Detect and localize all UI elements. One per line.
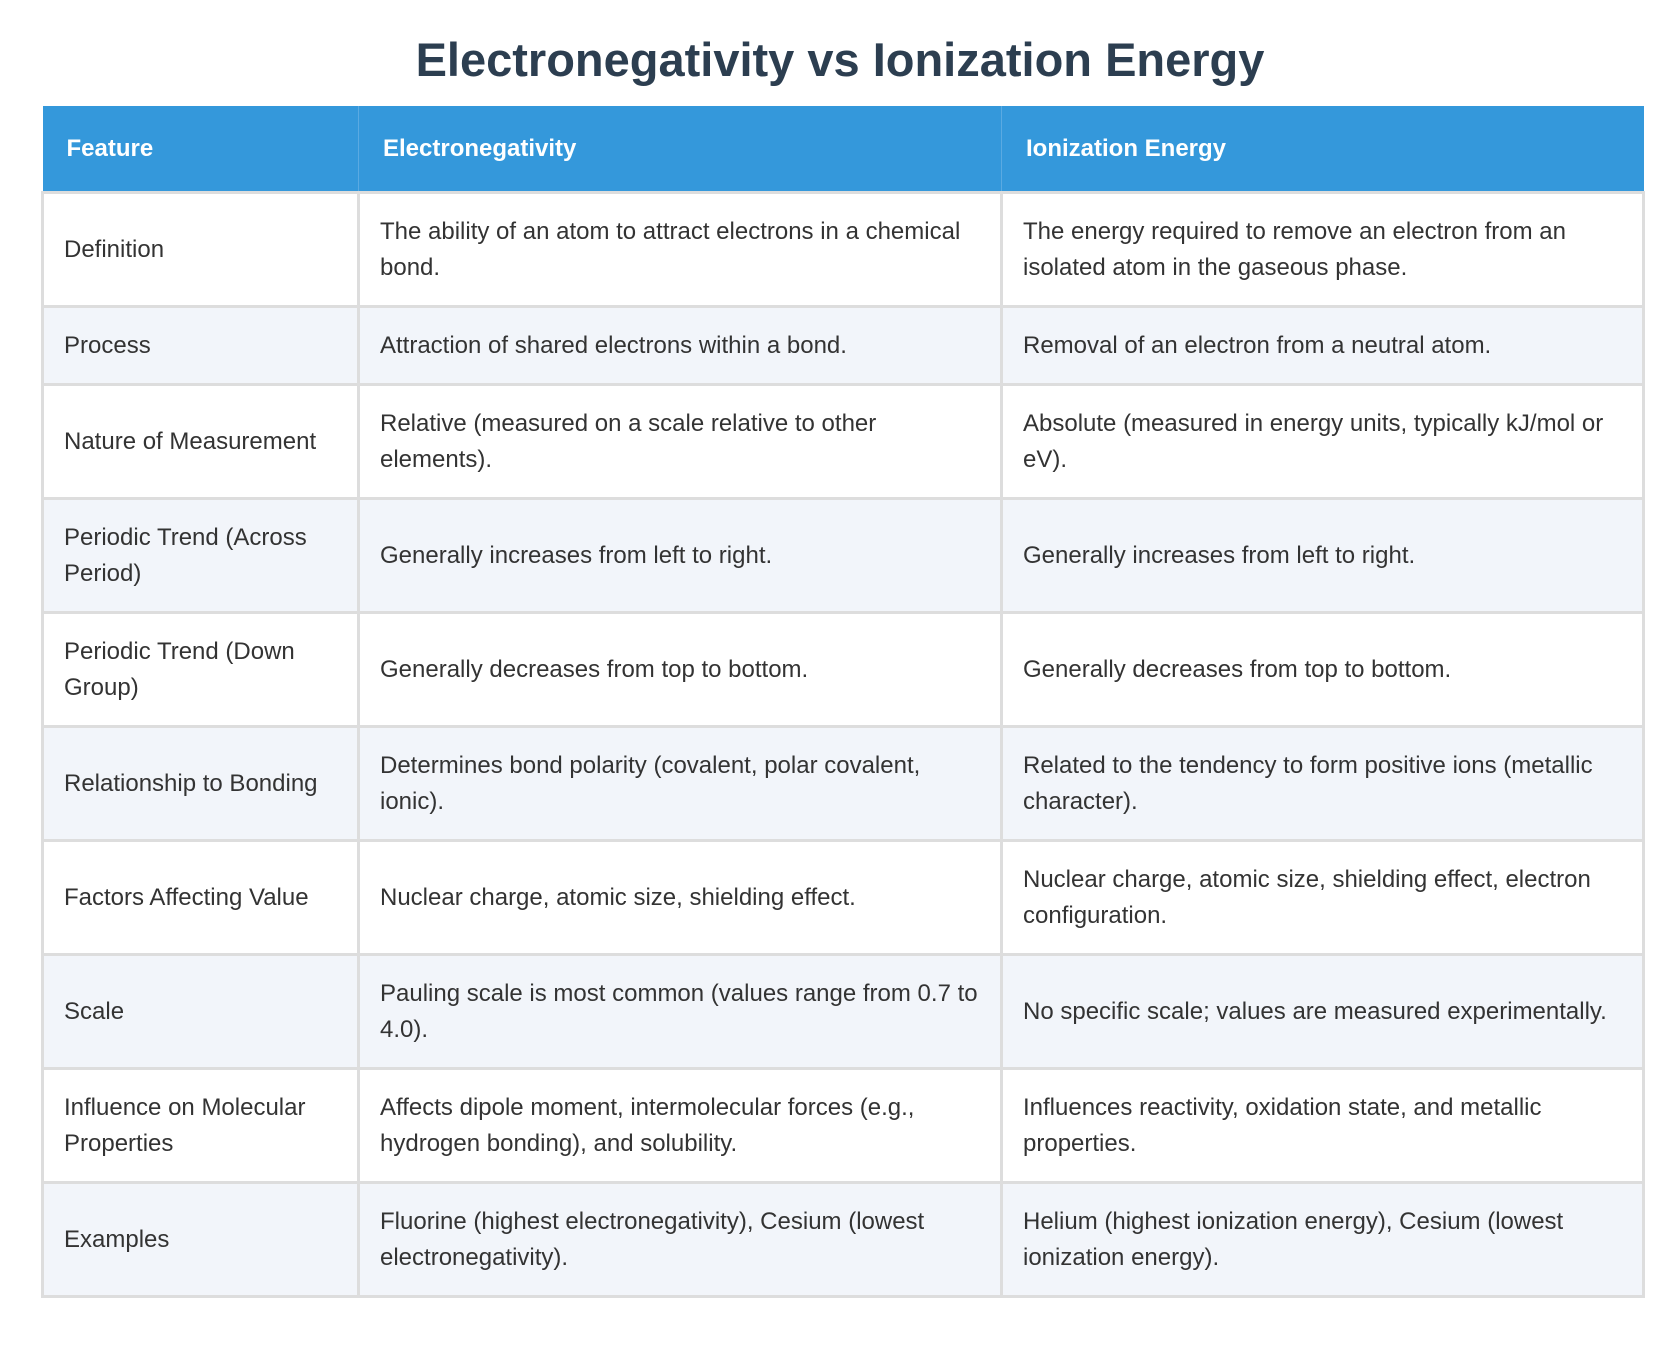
electronegativity-cell: Affects dipole moment, intermolecular fo… xyxy=(357,1067,1003,1184)
table-row: Examples Fluorine (highest electronegativ… xyxy=(41,1181,1645,1298)
electronegativity-cell: Fluorine (highest electronegativity), Ce… xyxy=(357,1181,1003,1298)
feature-cell: Process xyxy=(41,305,360,386)
page-title: Electronegativity vs Ionization Energy xyxy=(415,33,1265,86)
feature-cell: Periodic Trend (Down Group) xyxy=(41,611,360,728)
table-row: Scale Pauling scale is most common (value… xyxy=(41,953,1645,1070)
ionization-energy-cell: The energy required to remove an electro… xyxy=(1000,191,1645,308)
table-row: Process Attraction of shared electrons wi… xyxy=(41,305,1645,386)
table-row: Definition The ability of an atom to attr… xyxy=(41,191,1645,308)
column-header-electronegativity: Electronegativity xyxy=(358,106,1002,193)
ionization-energy-cell: Generally increases from left to right. xyxy=(1000,497,1645,614)
electronegativity-cell: Attraction of shared electrons within a … xyxy=(357,305,1003,386)
feature-cell: Periodic Trend (Across Period) xyxy=(41,497,360,614)
column-header-ionization-energy: Ionization Energy xyxy=(1001,106,1644,193)
ionization-energy-cell: Absolute (measured in energy units, typi… xyxy=(1000,383,1645,500)
ionization-energy-cell: No specific scale; values are measured e… xyxy=(1000,953,1645,1070)
ionization-energy-cell: Related to the tendency to form positive… xyxy=(1000,725,1645,842)
ionization-energy-cell: Removal of an electron from a neutral at… xyxy=(1000,305,1645,386)
feature-cell: Nature of Measurement xyxy=(41,383,360,500)
electronegativity-cell: Determines bond polarity (covalent, pola… xyxy=(357,725,1003,842)
electronegativity-cell: Generally increases from left to right. xyxy=(357,497,1003,614)
electronegativity-cell: Pauling scale is most common (values ran… xyxy=(357,953,1003,1070)
electronegativity-cell: Nuclear charge, atomic size, shielding e… xyxy=(357,839,1003,956)
table-row: Periodic Trend (Down Group) Generally dec… xyxy=(41,611,1645,728)
ionization-energy-cell: Generally decreases from top to bottom. xyxy=(1000,611,1645,728)
feature-cell: Examples xyxy=(41,1181,360,1298)
table-row: Influence on Molecular Properties Affects… xyxy=(41,1067,1645,1184)
comparison-table: Feature Electronegativity Ionization Ene… xyxy=(41,106,1645,1298)
ionization-energy-cell: Nuclear charge, atomic size, shielding e… xyxy=(1000,839,1645,956)
ionization-energy-cell: Helium (highest ionization energy), Cesi… xyxy=(1000,1181,1645,1298)
table-row: Periodic Trend (Across Period) Generally … xyxy=(41,497,1645,614)
table-header-row: Feature Electronegativity Ionization Ene… xyxy=(42,106,1644,193)
column-header-feature: Feature xyxy=(42,106,359,193)
feature-cell: Scale xyxy=(41,953,360,1070)
electronegativity-cell: Relative (measured on a scale relative t… xyxy=(357,383,1003,500)
table-row: Factors Affecting Value Nuclear charge, a… xyxy=(41,839,1645,956)
feature-cell: Relationship to Bonding xyxy=(41,725,360,842)
table-row: Relationship to Bonding Determines bond p… xyxy=(41,725,1645,842)
feature-cell: Definition xyxy=(41,191,360,308)
ionization-energy-cell: Influences reactivity, oxidation state, … xyxy=(1000,1067,1645,1184)
electronegativity-cell: Generally decreases from top to bottom. xyxy=(357,611,1003,728)
feature-cell: Factors Affecting Value xyxy=(41,839,360,956)
feature-cell: Influence on Molecular Properties xyxy=(41,1067,360,1184)
electronegativity-cell: The ability of an atom to attract electr… xyxy=(357,191,1003,308)
table-row: Nature of Measurement Relative (measured … xyxy=(41,383,1645,500)
